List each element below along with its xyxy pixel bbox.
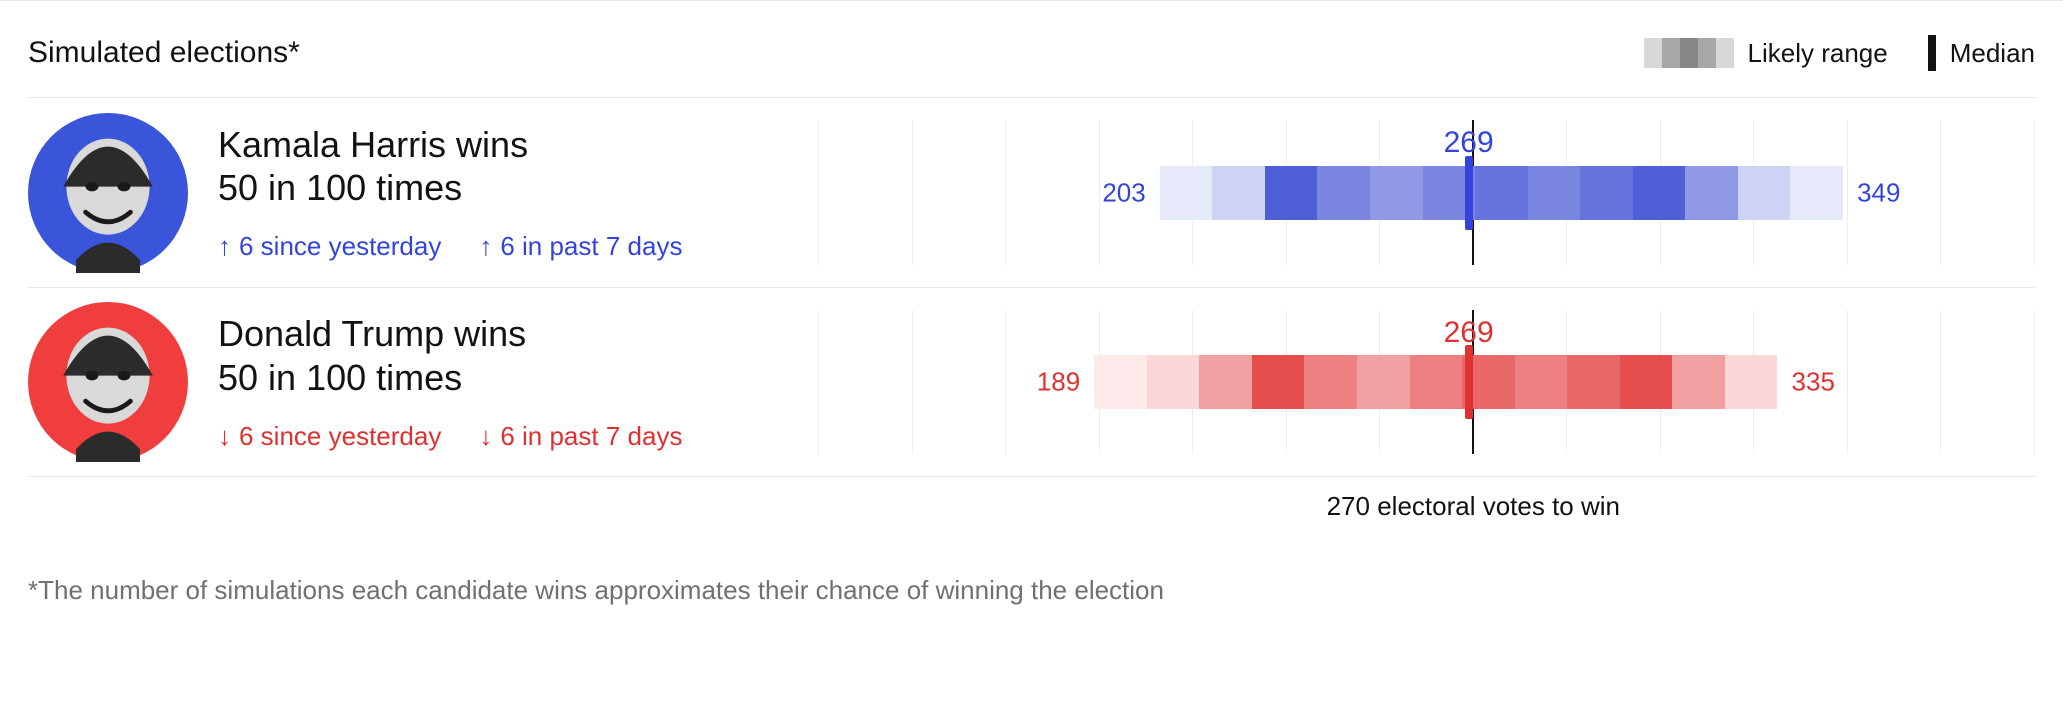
range-max-label: 335 — [1792, 367, 1835, 398]
legend-likely-label: Likely range — [1748, 38, 1888, 69]
median-swatch — [1928, 35, 1936, 71]
footnote: *The number of simulations each candidat… — [28, 533, 2035, 630]
chart-title: Simulated elections* — [28, 36, 300, 70]
candidate-odds: 50 in 100 times — [218, 166, 818, 209]
median-mark — [1465, 345, 1473, 419]
threshold-caption-row: 270 electoral votes to win — [28, 477, 2035, 533]
candidate-row-harris: Kamala Harris wins 50 in 100 times 6 sin… — [28, 97, 2035, 287]
delta-week-text: 6 in past 7 days — [500, 421, 682, 452]
chart-container: Simulated elections* Likely range Median… — [0, 0, 2063, 630]
arrow-up-icon — [479, 231, 492, 262]
delta-yesterday: 6 since yesterday — [218, 231, 441, 262]
candidate-info: Kamala Harris wins 50 in 100 times 6 sin… — [218, 123, 818, 262]
legend: Likely range Median — [1644, 35, 2035, 71]
candidate-name: Kamala Harris wins — [218, 123, 818, 166]
legend-likely-range: Likely range — [1644, 38, 1888, 69]
median-label: 269 — [1444, 316, 1494, 350]
candidate-info: Donald Trump wins 50 in 100 times 6 sinc… — [218, 312, 818, 451]
arrow-down-icon — [218, 421, 231, 452]
delta-week-text: 6 in past 7 days — [500, 231, 682, 262]
avatar — [28, 113, 188, 273]
distribution-chart: 189 335 269 — [818, 310, 2035, 454]
header-row: Simulated elections* Likely range Median — [28, 1, 2035, 97]
delta-week: 6 in past 7 days — [479, 421, 682, 452]
candidate-row-trump: Donald Trump wins 50 in 100 times 6 sinc… — [28, 287, 2035, 477]
candidate-name: Donald Trump wins — [218, 312, 818, 355]
delta-yesterday-text: 6 since yesterday — [239, 231, 441, 262]
median-mark — [1465, 156, 1473, 230]
delta-yesterday: 6 since yesterday — [218, 421, 441, 452]
arrow-down-icon — [479, 421, 492, 452]
threshold-label: 270 electoral votes to win — [1327, 491, 1620, 522]
legend-median-label: Median — [1950, 38, 2035, 69]
avatar — [28, 302, 188, 462]
range-min-label: 203 — [1102, 177, 1145, 208]
likely-range-swatch — [1644, 38, 1734, 68]
delta-yesterday-text: 6 since yesterday — [239, 421, 441, 452]
legend-median: Median — [1928, 35, 2035, 71]
candidate-odds: 50 in 100 times — [218, 356, 818, 399]
range-max-label: 349 — [1857, 177, 1900, 208]
arrow-up-icon — [218, 231, 231, 262]
distribution-bar — [1160, 166, 1843, 220]
delta-week: 6 in past 7 days — [479, 231, 682, 262]
range-min-label: 189 — [1037, 367, 1080, 398]
median-label: 269 — [1444, 126, 1494, 160]
distribution-chart: 203 349 269 — [818, 120, 2035, 265]
distribution-bar — [1094, 355, 1777, 409]
